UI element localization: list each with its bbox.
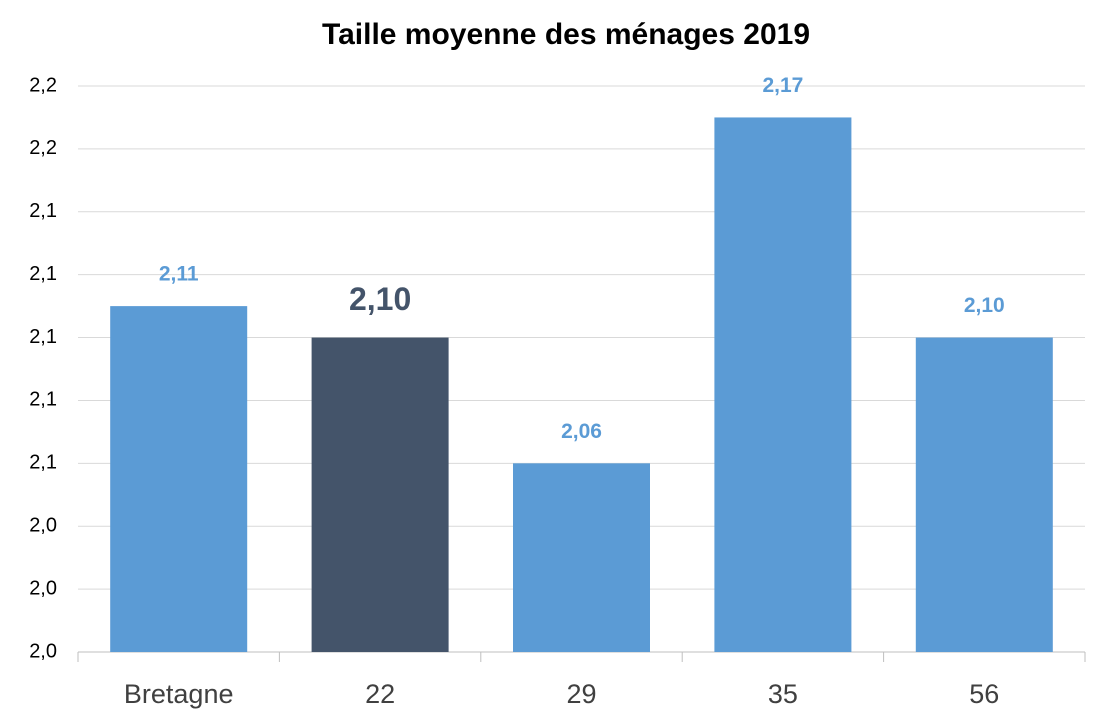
value-label: 2,06 — [561, 420, 602, 443]
y-tick-label: 2,2 — [29, 137, 57, 159]
value-label: 2,17 — [762, 74, 803, 97]
y-tick-label: 2,0 — [29, 640, 57, 662]
chart-title: Taille moyenne des ménages 2019 — [322, 18, 810, 51]
x-tick-label: Bretagne — [124, 679, 234, 709]
x-tick-label: 29 — [566, 679, 596, 709]
y-tick-label: 2,1 — [29, 263, 57, 285]
bar — [513, 463, 650, 652]
y-tick-label: 2,1 — [29, 452, 57, 474]
y-tick-label: 2,0 — [29, 577, 57, 599]
y-tick-label: 2,1 — [29, 389, 57, 411]
y-tick-label: 2,0 — [29, 515, 57, 537]
y-tick-label: 2,2 — [29, 74, 57, 96]
value-label: 2,11 — [159, 263, 199, 286]
y-tick-label: 2,1 — [29, 200, 57, 222]
y-tick-label: 2,1 — [29, 326, 57, 348]
bar — [311, 337, 449, 652]
bar — [915, 337, 1053, 652]
value-label: 2,10 — [349, 281, 411, 317]
bar — [714, 117, 852, 652]
value-label: 2,10 — [964, 294, 1005, 317]
bar — [110, 306, 248, 652]
x-tick-label: 56 — [969, 679, 999, 709]
x-tick-label: 35 — [768, 679, 798, 709]
x-tick-label: 22 — [365, 679, 395, 709]
